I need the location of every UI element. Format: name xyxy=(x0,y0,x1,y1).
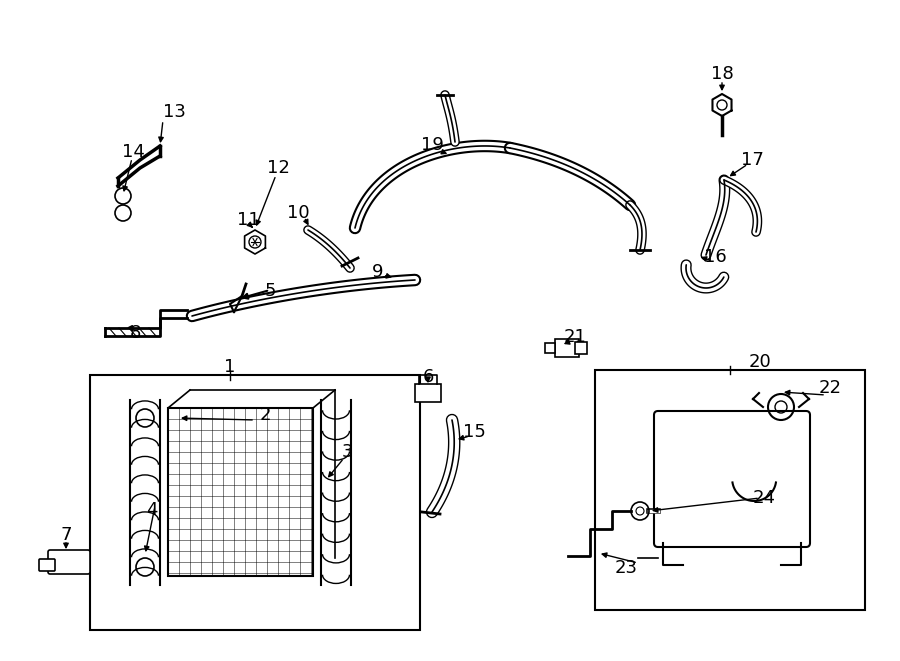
FancyBboxPatch shape xyxy=(654,411,810,547)
Text: 10: 10 xyxy=(287,204,310,222)
Bar xyxy=(555,339,579,357)
Text: 4: 4 xyxy=(146,501,158,519)
Bar xyxy=(90,375,420,630)
Bar xyxy=(168,408,313,576)
Text: 21: 21 xyxy=(563,328,587,346)
FancyBboxPatch shape xyxy=(48,550,90,574)
Text: 15: 15 xyxy=(463,423,485,441)
Text: 22: 22 xyxy=(818,379,842,397)
Bar xyxy=(545,343,555,353)
Text: 3: 3 xyxy=(341,443,353,461)
Bar xyxy=(575,342,587,354)
Bar xyxy=(595,370,865,610)
Text: 11: 11 xyxy=(237,211,259,229)
Text: 24: 24 xyxy=(752,489,776,507)
Text: 19: 19 xyxy=(420,136,444,154)
Text: 1: 1 xyxy=(224,358,236,376)
Text: 23: 23 xyxy=(615,559,637,577)
Text: 16: 16 xyxy=(704,248,726,266)
Text: 20: 20 xyxy=(749,353,771,371)
FancyBboxPatch shape xyxy=(39,559,55,571)
Text: 17: 17 xyxy=(741,151,763,169)
Text: 14: 14 xyxy=(122,143,144,161)
Text: 5: 5 xyxy=(265,282,275,300)
Bar xyxy=(415,384,441,402)
Text: 18: 18 xyxy=(711,65,733,83)
Text: 7: 7 xyxy=(60,526,72,544)
Text: 12: 12 xyxy=(266,159,290,177)
Text: 13: 13 xyxy=(163,103,185,121)
Text: 2: 2 xyxy=(259,406,271,424)
Text: 8: 8 xyxy=(130,324,140,342)
Text: 6: 6 xyxy=(422,368,434,386)
Text: 9: 9 xyxy=(373,263,383,281)
